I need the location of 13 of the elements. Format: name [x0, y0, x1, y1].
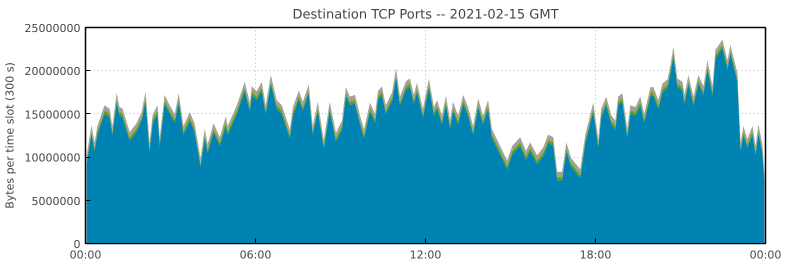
x-tick-label: 18:00: [580, 248, 612, 262]
x-tick-label: 00:00: [750, 248, 782, 262]
y-tick-label: 5000000: [32, 194, 81, 208]
y-tick-label: 20000000: [24, 65, 81, 78]
y-tick-label: 0: [74, 238, 80, 251]
x-tick-label: 06:00: [240, 248, 272, 262]
y-tick-label: 25000000: [24, 22, 81, 35]
y-tick-label: 10000000: [24, 152, 81, 165]
x-tick-label: 00:00: [70, 248, 102, 262]
y-axis-title: Bytes per time slot (300 s): [4, 62, 17, 209]
x-tick-label: 12:00: [410, 248, 442, 262]
y-tick-label: 15000000: [24, 108, 81, 122]
chart-title: Destination TCP Ports -- 2021-02-15 GMT: [292, 8, 559, 22]
